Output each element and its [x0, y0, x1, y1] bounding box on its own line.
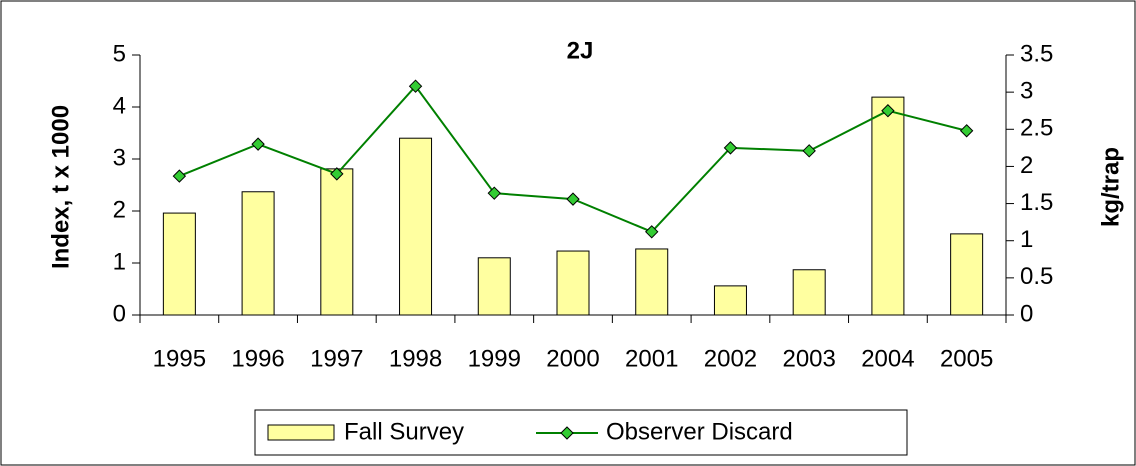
x-tick-label: 2005 [940, 345, 993, 372]
x-tick-label: 2000 [546, 345, 599, 372]
bar [241, 191, 275, 316]
x-tick-label: 2002 [704, 345, 757, 372]
y2-tick-label: 3 [1020, 77, 1033, 104]
marker [408, 79, 423, 93]
legend-label: Observer Discard [606, 418, 793, 445]
marker [487, 186, 501, 200]
marker [251, 137, 265, 151]
y2-tick-label: 0 [1020, 300, 1033, 327]
marker [881, 104, 895, 118]
x-tick-label: 2003 [782, 345, 835, 372]
legend-marker [560, 426, 574, 440]
x-tick-label: 1995 [153, 345, 206, 372]
y2-tick-label: 0.5 [1020, 263, 1053, 290]
bar [477, 257, 511, 316]
marker [645, 225, 659, 239]
x-tick-label: 2004 [861, 345, 914, 372]
y-tick-label: 5 [113, 40, 126, 67]
marker [723, 141, 738, 155]
y-tick-label: 0 [113, 300, 126, 327]
y2-axis-label: kg/trap [1097, 147, 1124, 227]
y-tick-label: 4 [113, 92, 126, 119]
bar [871, 96, 905, 316]
y2-tick-label: 3.5 [1020, 40, 1053, 67]
marker [330, 167, 344, 181]
x-tick-label: 1996 [231, 345, 284, 372]
bar [399, 137, 433, 316]
y-tick-label: 1 [113, 248, 126, 275]
chart-title: 2J [567, 37, 594, 64]
y2-tick-label: 2 [1020, 152, 1033, 179]
bar [635, 248, 669, 316]
bar [320, 168, 354, 316]
x-tick-label: 1998 [389, 345, 442, 372]
marker [802, 144, 816, 158]
legend-swatch [267, 424, 335, 441]
y2-tick-label: 1.5 [1020, 189, 1053, 216]
y-tick-label: 2 [113, 196, 126, 223]
x-tick-label: 1997 [310, 345, 363, 372]
bar [792, 269, 826, 316]
bar [713, 285, 747, 316]
y-axis-label: Index, t x 1000 [47, 105, 74, 269]
marker [172, 169, 187, 183]
x-tick-label: 1999 [468, 345, 521, 372]
x-tick-label: 2001 [625, 345, 678, 372]
y-tick-label: 3 [113, 144, 126, 171]
y2-tick-label: 1 [1020, 226, 1033, 253]
bar [556, 250, 590, 316]
marker [566, 192, 580, 206]
bar [950, 233, 984, 316]
legend-label: Fall Survey [344, 418, 464, 445]
bar [162, 212, 196, 316]
y2-tick-label: 2.5 [1020, 115, 1053, 142]
marker [959, 124, 974, 138]
